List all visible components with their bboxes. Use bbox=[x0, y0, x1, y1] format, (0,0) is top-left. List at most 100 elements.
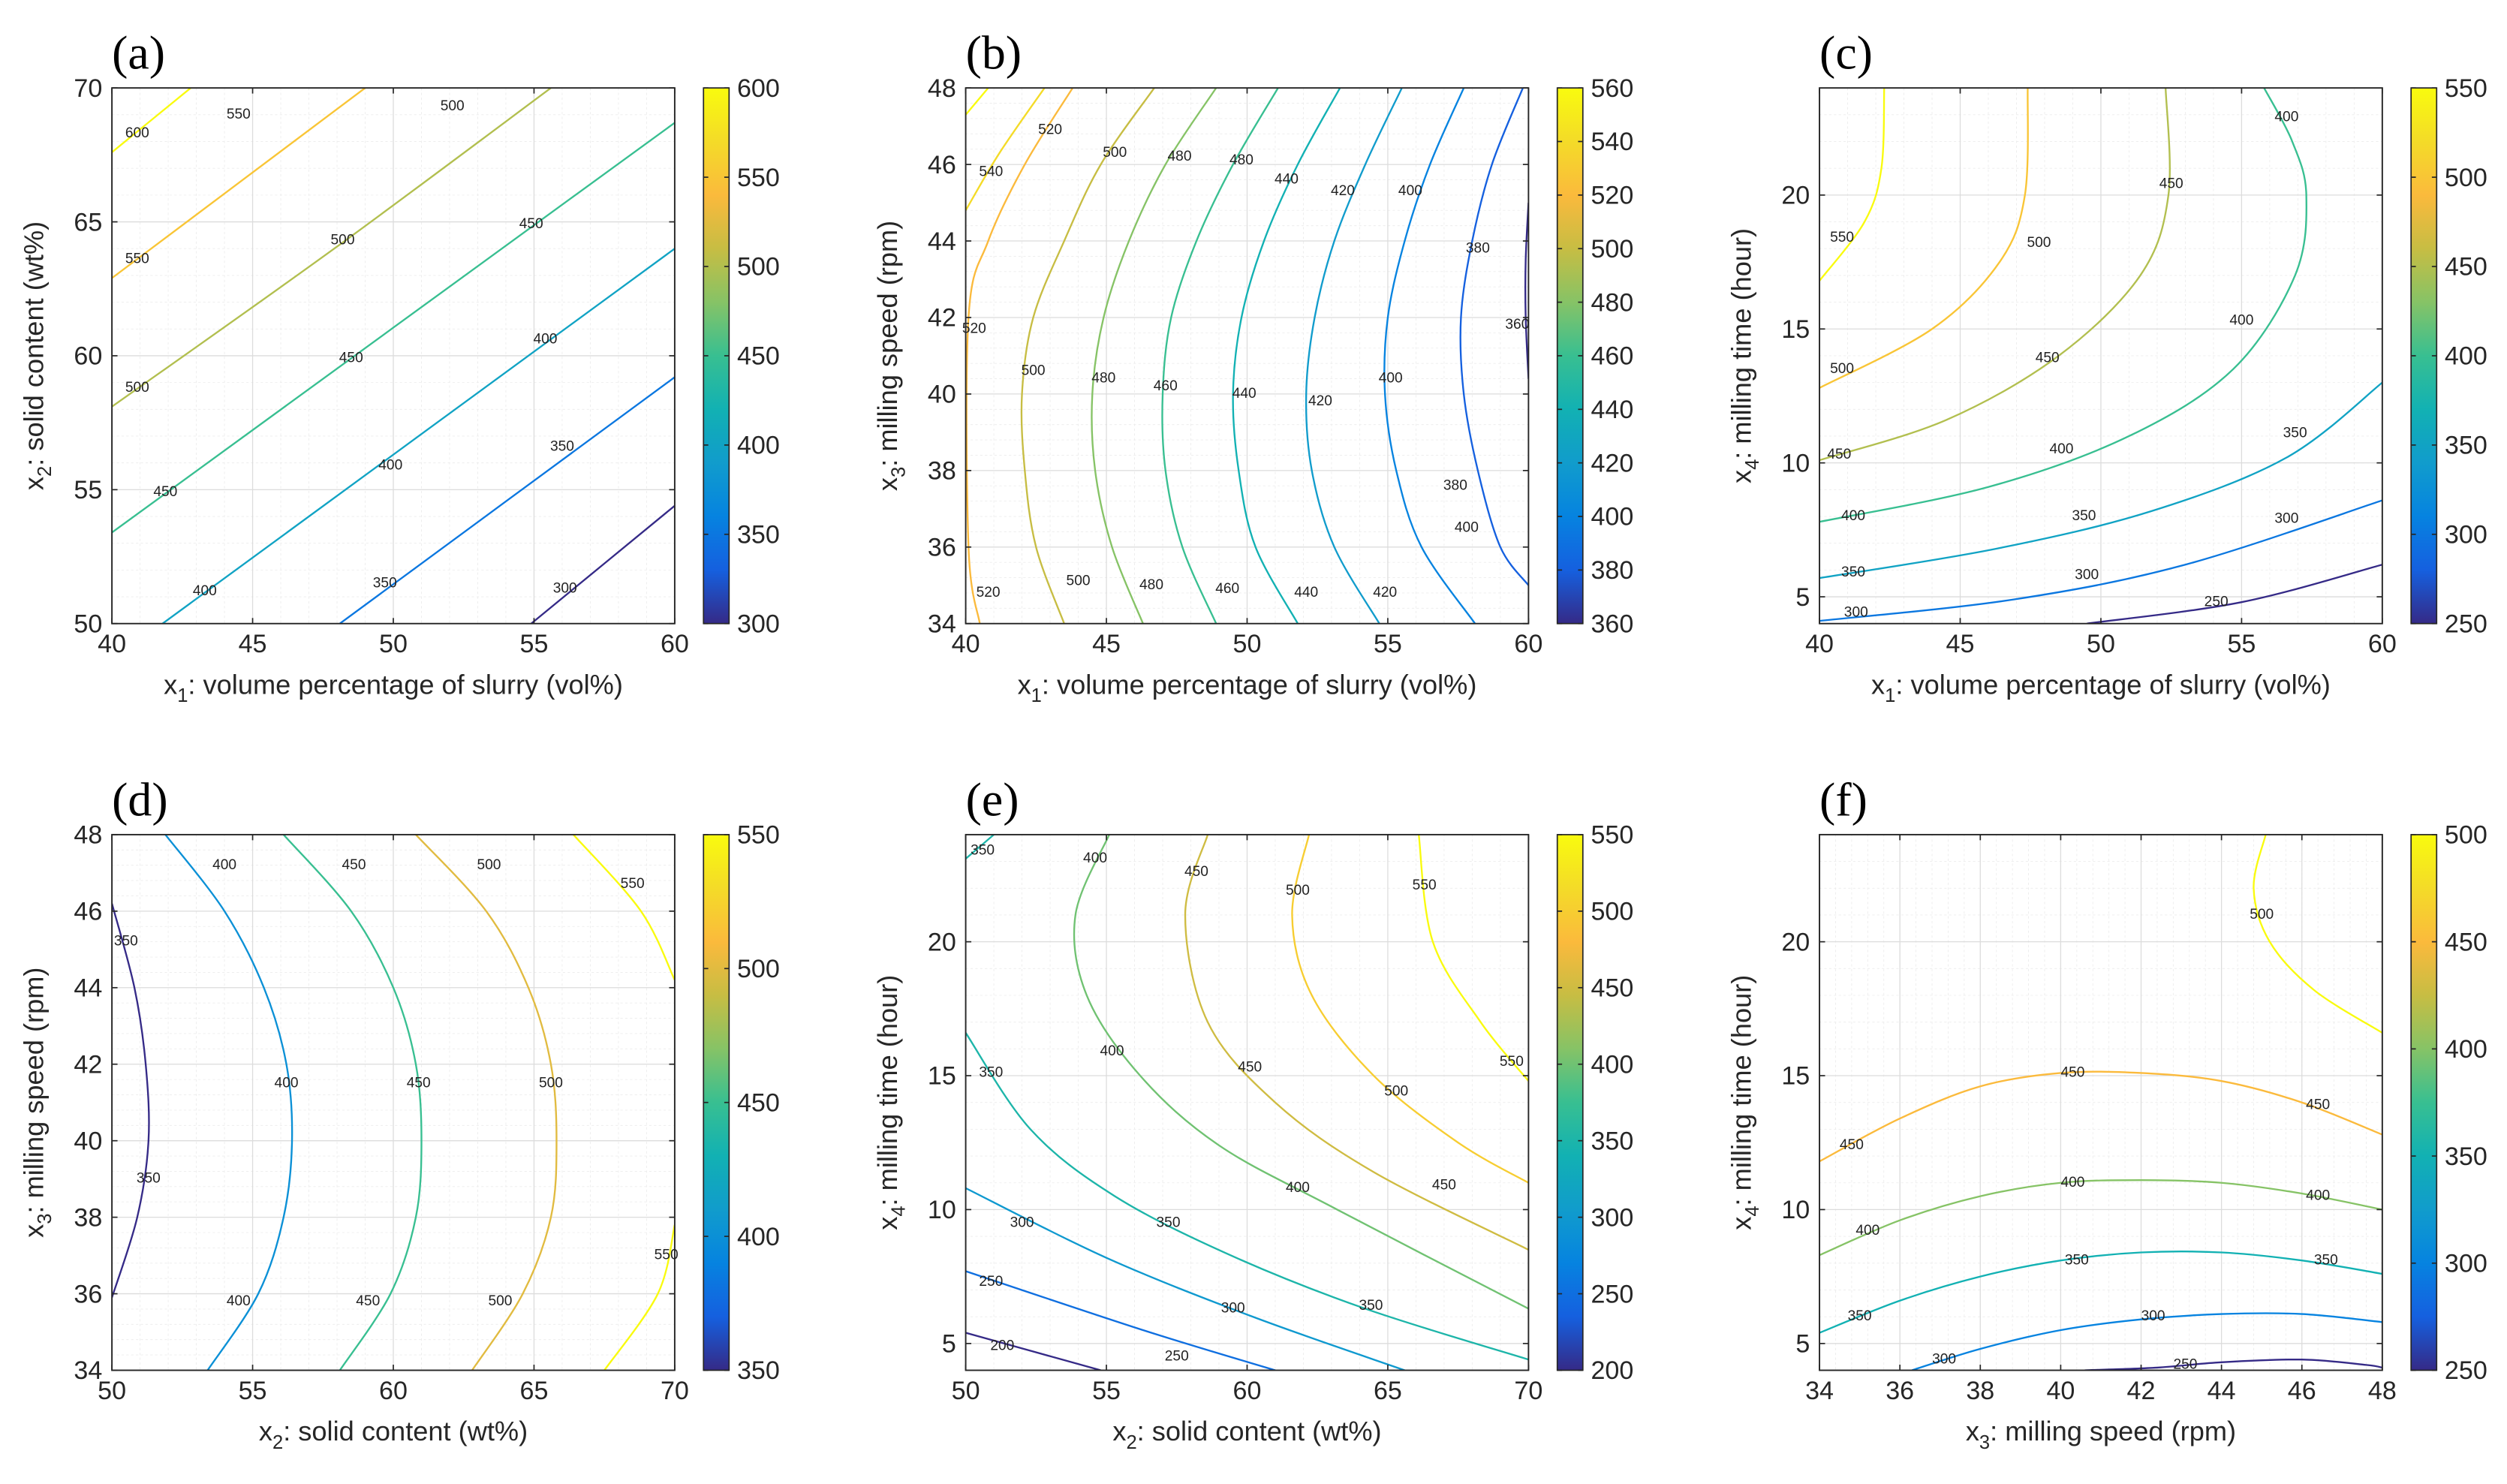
panel-label: (b) bbox=[966, 26, 1022, 80]
y-tick-label: 15 bbox=[1781, 1062, 1810, 1091]
contour-line-350 bbox=[112, 903, 150, 1299]
colorbar-tick-label: 480 bbox=[1591, 288, 1633, 317]
colorbar-tick-label: 250 bbox=[2445, 1356, 2487, 1385]
contour-line-350 bbox=[965, 834, 995, 859]
colorbar-tick-label: 300 bbox=[1591, 1203, 1633, 1232]
contour-line-550 bbox=[112, 88, 366, 279]
contour-label: 450 bbox=[1827, 447, 1851, 462]
x-tick-label: 50 bbox=[2087, 630, 2115, 658]
colorbar-tick-label: 500 bbox=[1591, 898, 1633, 926]
contour-label: 500 bbox=[1286, 883, 1310, 899]
y-tick-label: 5 bbox=[942, 1330, 956, 1359]
x-tick-label: 48 bbox=[2368, 1377, 2397, 1405]
contour-label: 350 bbox=[373, 575, 397, 591]
contour-label: 540 bbox=[979, 164, 1003, 179]
contour-label: 400 bbox=[1379, 371, 1403, 387]
x-tick-label: 46 bbox=[2288, 1377, 2316, 1405]
y-tick-label: 10 bbox=[928, 1196, 956, 1224]
contour-label: 350 bbox=[2314, 1252, 2338, 1268]
contour-label: 300 bbox=[1844, 605, 1868, 621]
y-tick-label: 48 bbox=[74, 821, 102, 850]
x-axis-label: x2: solid content (wt%) bbox=[1112, 1416, 1381, 1453]
contour-line-400 bbox=[1383, 88, 1476, 624]
colorbar-tick-label: 460 bbox=[1591, 342, 1633, 371]
colorbar-tick-label: 400 bbox=[2445, 342, 2487, 371]
contour-label: 380 bbox=[1443, 477, 1467, 493]
contour-label: 350 bbox=[979, 1065, 1003, 1081]
contour-line-550 bbox=[1819, 88, 1886, 281]
x-tick-label: 55 bbox=[520, 630, 549, 658]
contour-label: 250 bbox=[2173, 1356, 2197, 1372]
contour-label: 350 bbox=[2065, 1252, 2089, 1268]
contour-label: 350 bbox=[2072, 508, 2096, 524]
contour-label: 420 bbox=[1331, 183, 1355, 199]
contour-line-350 bbox=[1819, 1251, 2382, 1334]
x-tick-label: 65 bbox=[1374, 1377, 1402, 1405]
colorbar-tick-label: 500 bbox=[2445, 821, 2487, 850]
colorbar-tick-label: 450 bbox=[2445, 253, 2487, 281]
y-tick-label: 34 bbox=[928, 610, 956, 638]
contour-label: 500 bbox=[2250, 907, 2274, 923]
y-tick-label: 40 bbox=[74, 1127, 102, 1155]
colorbar-tick-label: 400 bbox=[1591, 1050, 1633, 1079]
contour-label: 400 bbox=[378, 457, 402, 473]
contour-label: 380 bbox=[1466, 240, 1490, 256]
colorbar-tick-label: 550 bbox=[737, 164, 780, 192]
contour-label: 400 bbox=[533, 332, 557, 348]
colorbar-tick-label: 400 bbox=[2445, 1035, 2487, 1064]
contour-line-200 bbox=[965, 1332, 1101, 1371]
colorbar-tick-label: 450 bbox=[737, 1088, 780, 1117]
contour-line-450 bbox=[1819, 88, 2171, 462]
colorbar-tick-label: 250 bbox=[1591, 1280, 1633, 1308]
colorbar-tick-label: 350 bbox=[2445, 1142, 2487, 1171]
contour-line-350 bbox=[965, 1032, 1529, 1361]
contour-label: 420 bbox=[1308, 393, 1332, 409]
contour-label: 350 bbox=[1359, 1298, 1383, 1314]
x-tick-label: 55 bbox=[1092, 1377, 1121, 1405]
panel-label: (d) bbox=[112, 772, 168, 826]
colorbar-tick-label: 380 bbox=[1591, 556, 1633, 585]
y-tick-label: 55 bbox=[74, 476, 102, 504]
colorbar-tick-label: 540 bbox=[1591, 128, 1633, 156]
x-tick-label: 50 bbox=[379, 630, 408, 658]
x-tick-label: 65 bbox=[520, 1377, 549, 1405]
colorbar-tick-label: 360 bbox=[1591, 610, 1633, 638]
y-tick-label: 44 bbox=[928, 227, 956, 256]
contour-label: 400 bbox=[1398, 183, 1422, 199]
contour-label: 300 bbox=[2075, 567, 2099, 583]
colorbar-tick-label: 550 bbox=[2445, 74, 2487, 103]
contour-label: 500 bbox=[1067, 573, 1091, 589]
contour-line-550 bbox=[603, 1224, 675, 1371]
contour-label: 300 bbox=[1010, 1215, 1034, 1230]
contour-label: 500 bbox=[125, 380, 149, 396]
contour-label: 350 bbox=[137, 1171, 161, 1187]
contour-label: 350 bbox=[971, 842, 995, 858]
x-axis-label: x1: volume percentage of slurry (vol%) bbox=[1018, 669, 1477, 706]
contour-label: 550 bbox=[227, 107, 251, 122]
contour-label: 440 bbox=[1232, 386, 1257, 402]
contour-label: 520 bbox=[962, 321, 986, 336]
contour-label: 450 bbox=[2306, 1097, 2330, 1112]
contour-label: 400 bbox=[1083, 850, 1107, 866]
x-tick-label: 55 bbox=[239, 1377, 267, 1405]
x-tick-label: 70 bbox=[1514, 1377, 1542, 1405]
contour-label: 450 bbox=[2060, 1065, 2084, 1081]
contour-label: 300 bbox=[1932, 1351, 1956, 1367]
contour-line-500 bbox=[112, 88, 552, 408]
y-tick-label: 40 bbox=[928, 381, 956, 409]
y-tick-label: 5 bbox=[1795, 1330, 1810, 1359]
contour-label: 440 bbox=[1294, 585, 1318, 601]
x-tick-label: 60 bbox=[2368, 630, 2397, 658]
y-tick-label: 36 bbox=[928, 534, 956, 562]
contour-label: 300 bbox=[1221, 1300, 1245, 1316]
colorbar-tick-label: 500 bbox=[737, 955, 780, 983]
x-tick-label: 36 bbox=[1886, 1377, 1914, 1405]
contour-label: 500 bbox=[488, 1293, 512, 1309]
contour-label: 420 bbox=[1373, 585, 1397, 601]
contour-line-500 bbox=[1291, 834, 1529, 1184]
y-tick-label: 46 bbox=[74, 898, 102, 926]
contour-line-250 bbox=[2087, 564, 2382, 624]
contour-line-480 bbox=[1091, 88, 1217, 624]
y-axis-label: x4: milling time (hour) bbox=[872, 975, 910, 1230]
